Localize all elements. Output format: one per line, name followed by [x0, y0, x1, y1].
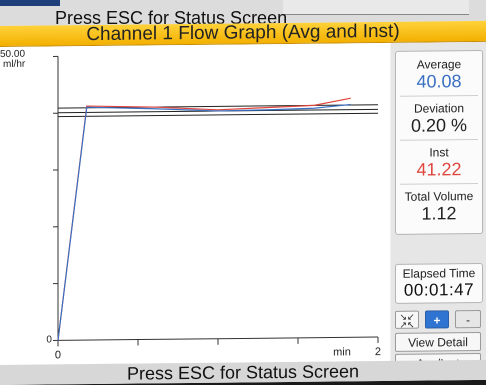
divider [400, 94, 478, 97]
footer-esc-message: Press ESC for Status Screen [0, 359, 486, 385]
view-detail-button[interactable]: View Detail [395, 331, 481, 352]
elapsed-time-label: Elapsed Time [402, 266, 476, 281]
total-volume-label: Total Volume [404, 189, 474, 204]
flow-graph: 0 0 min 2 50.00 ml/hr [0, 42, 390, 366]
flow-graph-svg: 00 min 2 [46, 55, 381, 361]
inst-value: 41.22 [416, 159, 462, 180]
inst-series-line [57, 97, 351, 341]
top-dark-strip [0, 0, 60, 6]
zoom-in-button[interactable]: + [425, 310, 449, 329]
stats-box: Average 40.08 Deviation 0.20 % Inst 41.2… [395, 49, 483, 235]
total-volume-value: 1.12 [421, 203, 457, 224]
inst-label: Inst [429, 145, 449, 160]
reference-line [58, 112, 378, 118]
divider [400, 138, 478, 141]
elapsed-time-box: Elapsed Time 00:01:47 [395, 262, 483, 304]
deviation-label: Deviation [413, 101, 465, 116]
top-right-panel [283, 0, 469, 15]
stats-panel: Average 40.08 Deviation 0.20 % Inst 41.2… [391, 41, 486, 373]
deviation-value: 0.20 % [410, 115, 468, 136]
divider [400, 182, 478, 185]
zoom-out-button[interactable]: - [455, 309, 481, 329]
collapse-arrows-icon: ↘↙ ↗↖ [399, 311, 415, 330]
device-screen: Channel 1 Flow Graph (Avg and Inst) 0 0 mi… [0, 21, 486, 385]
x-min-label: 0 [55, 349, 61, 361]
collapse-zoom-button[interactable]: ↘↙ ↗↖ [395, 310, 419, 330]
y-min-label: 0 [46, 334, 52, 345]
elapsed-time-value: 00:01:47 [403, 280, 475, 300]
y-axis-unit: ml/hr [3, 58, 26, 70]
x-max-label: 2 [375, 346, 381, 358]
average-value: 40.08 [416, 71, 462, 92]
average-series-line [57, 103, 351, 341]
average-label: Average [416, 57, 462, 72]
x-axis-label: min [333, 346, 351, 358]
